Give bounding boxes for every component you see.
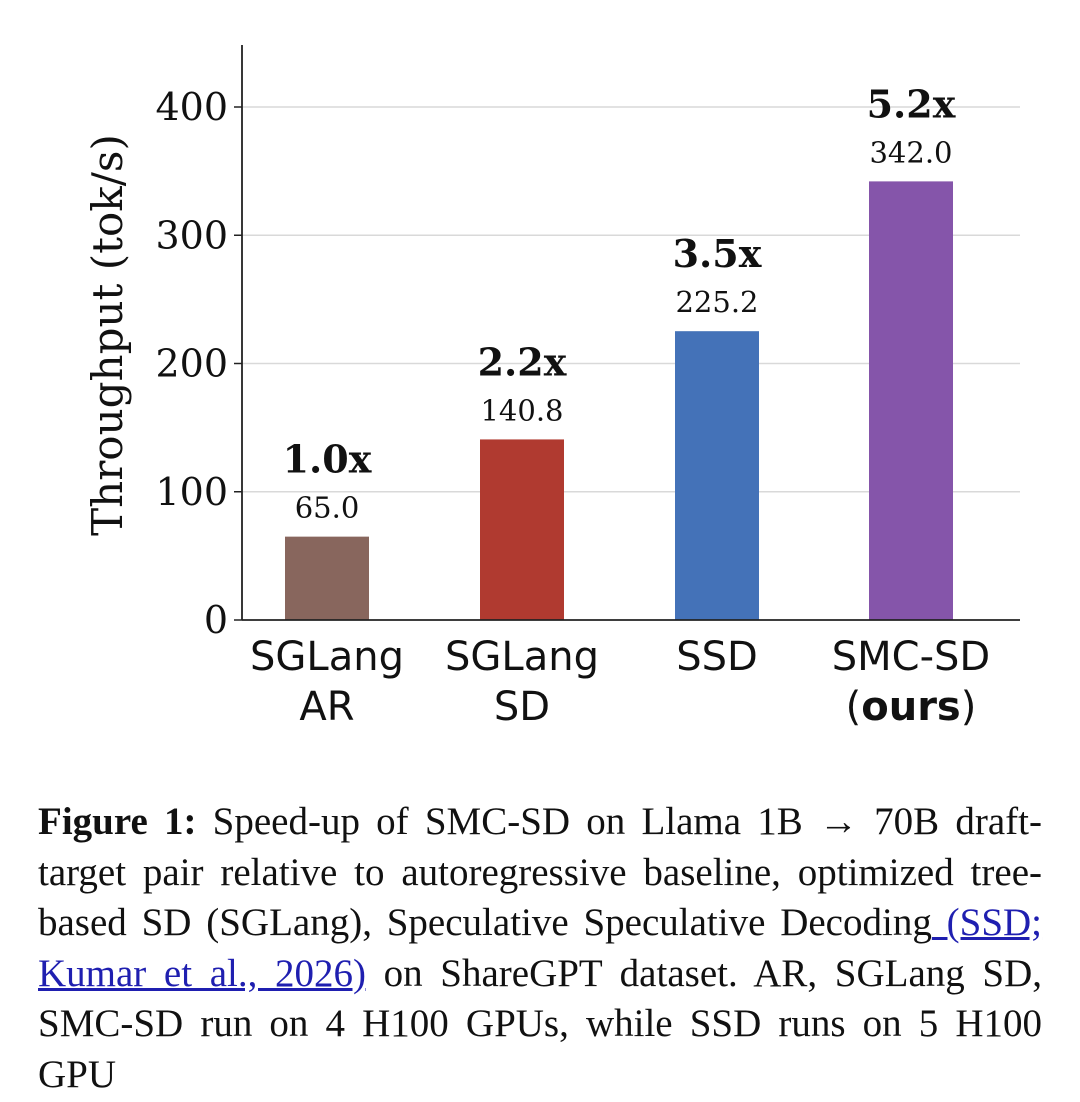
axes: 0 100 200 300 400 [155, 45, 1020, 642]
category-label-part: ) [961, 684, 977, 730]
bar-value-label: 65.0 [295, 491, 360, 525]
x-category-label-line1: SGLang [445, 634, 599, 680]
category-label-part: ( [846, 684, 862, 730]
bar-2 [480, 439, 564, 620]
y-tick-label: 200 [155, 342, 228, 386]
bar-1 [285, 536, 369, 620]
y-tick-label: 400 [155, 85, 228, 129]
y-tick-label: 100 [155, 470, 228, 514]
figure-caption: Figure 1: Speed-up of SMC-SD on Llama 1B… [38, 797, 1042, 1100]
citation-link[interactable]: (SSD; Kumar et al., 2026) [38, 901, 1043, 995]
caption-text-part-1: Speed-up of SMC-SD on Llama 1B → 70B dra… [38, 800, 1042, 944]
bar-value-label: 225.2 [675, 285, 758, 319]
bar-speedup-label: 1.0x [283, 437, 372, 482]
bar-speedup-label: 2.2x [478, 339, 567, 384]
bar-value-label: 140.8 [480, 393, 563, 427]
y-tick-label: 300 [155, 213, 228, 257]
x-category-label-line2: (ours) [846, 684, 977, 730]
category-label-bold-part: ours [861, 684, 961, 730]
bar-4 [869, 181, 953, 620]
x-category-label-line1: SMC-SD [832, 634, 990, 680]
bar-speedup-label: 3.5x [673, 231, 762, 276]
y-axis-title: Throughput (tok/s) [83, 134, 132, 536]
y-tick-label: 0 [204, 598, 228, 642]
category-label-part: SD [494, 684, 550, 730]
caption-text-part-2: on ShareGPT dataset. AR, SGLang SD, SMC-… [38, 951, 1042, 1096]
caption-figure-label: Figure 1: [38, 800, 197, 843]
labels: 65.01.0xSGLangAR140.82.2xSGLangSD225.23.… [250, 81, 990, 730]
bar-value-label: 342.0 [869, 135, 952, 169]
bar-3 [675, 331, 759, 620]
category-label-part: AR [299, 684, 354, 730]
bars [285, 181, 953, 620]
x-category-label-line2: AR [299, 684, 354, 730]
x-category-label-line1: SSD [676, 634, 758, 680]
x-category-label-line1: SGLang [250, 634, 404, 680]
bar-speedup-label: 5.2x [867, 81, 956, 126]
x-category-label-line2: SD [494, 684, 550, 730]
